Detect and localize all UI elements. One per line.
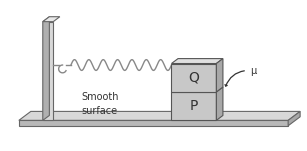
Polygon shape <box>171 64 216 92</box>
Polygon shape <box>216 87 223 120</box>
Text: Smooth
surface: Smooth surface <box>81 92 119 116</box>
Text: μ: μ <box>225 66 256 86</box>
Polygon shape <box>171 92 216 120</box>
Polygon shape <box>43 17 60 22</box>
Polygon shape <box>19 111 300 120</box>
Text: Q: Q <box>188 71 199 85</box>
Polygon shape <box>171 59 223 64</box>
Polygon shape <box>19 120 288 126</box>
Polygon shape <box>171 87 223 92</box>
Text: P: P <box>190 99 198 113</box>
Polygon shape <box>288 111 300 126</box>
Polygon shape <box>43 22 53 120</box>
Polygon shape <box>43 17 49 120</box>
Polygon shape <box>216 59 223 92</box>
